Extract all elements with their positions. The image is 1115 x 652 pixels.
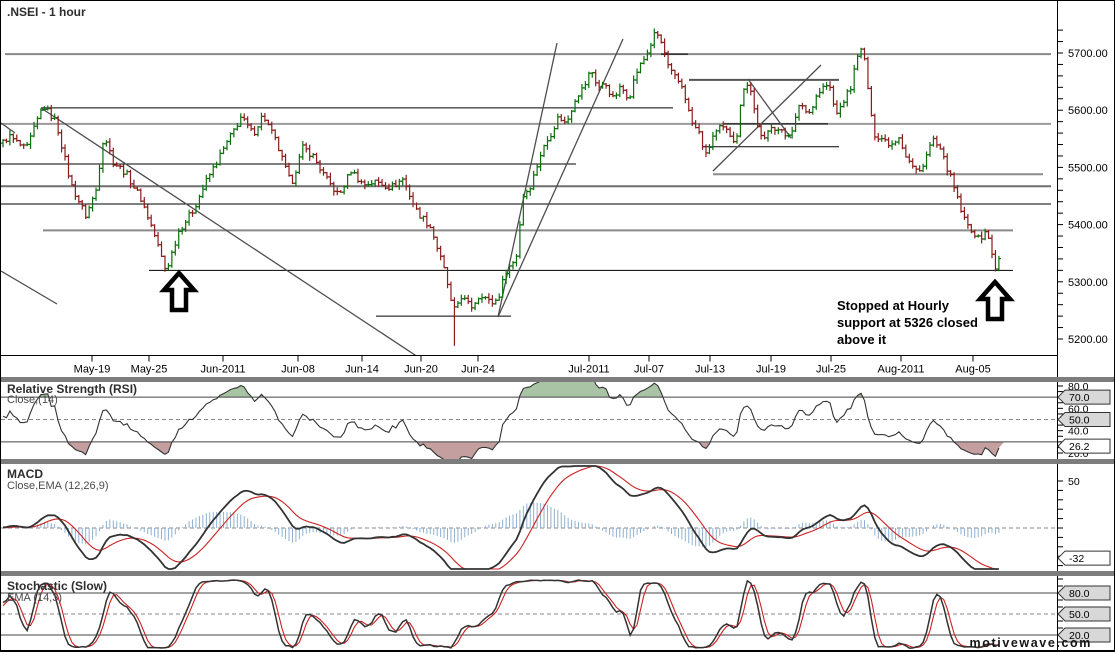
- price-axis-label: 5400.00: [1068, 220, 1108, 232]
- time-axis-label: Jun-14: [345, 364, 379, 376]
- price-axis-label: 5600.00: [1068, 105, 1108, 117]
- price-axis-label: 5200.00: [1068, 334, 1108, 346]
- time-axis-label: May-25: [131, 364, 168, 376]
- indicator-axis-label: 40.0: [1068, 426, 1089, 438]
- time-axis-label: Jul-25: [816, 364, 846, 376]
- time-axis-label: Jul-19: [756, 364, 786, 376]
- current-value-tag: -32: [1057, 550, 1111, 566]
- annotation-line: above it: [837, 332, 887, 347]
- stoch-chart-canvas[interactable]: [1, 576, 1057, 650]
- svg-text:50.0: 50.0: [1069, 415, 1090, 427]
- svg-text:20.0: 20.0: [1069, 630, 1090, 642]
- panel-separator[interactable]: [1, 377, 1114, 382]
- panel-separator[interactable]: [1, 459, 1114, 464]
- price-axis-label: 5300.00: [1068, 277, 1108, 289]
- svg-text:26.2: 26.2: [1069, 441, 1090, 453]
- bottom-border: [1, 650, 1114, 651]
- annotation-line: support at 5326 closed: [837, 315, 978, 330]
- macd-line: [2, 465, 999, 570]
- rsi-line: [2, 382, 1000, 459]
- stoch-panel-params: EMA (14,3): [7, 592, 63, 604]
- time-axis-label: Jun-08: [281, 364, 315, 376]
- current-value-tag: 26.2: [1057, 438, 1111, 454]
- time-axis-label: Jul-07: [634, 364, 664, 376]
- time-axis-label: Jun-24: [461, 364, 495, 376]
- support-resistance-levels: [1, 53, 1051, 317]
- stoch-k-line: [2, 579, 1000, 649]
- price-chart-canvas[interactable]: [1, 1, 1057, 356]
- macd-chart-canvas[interactable]: [1, 464, 1057, 571]
- time-axis-label: Jul-13: [695, 364, 725, 376]
- stoch-panel-title: Stochastic (Slow): [7, 579, 108, 593]
- trendlines: [1, 38, 822, 356]
- svg-text:-32: -32: [1069, 553, 1084, 565]
- up-arrow-icon: [159, 269, 199, 313]
- macd-histogram: [2, 502, 1000, 548]
- time-axis-label: Aug-2011: [878, 364, 925, 376]
- time-axis-label: Jul-2011: [568, 364, 609, 376]
- guide-value-tag: 80.0: [1057, 585, 1111, 601]
- rsi-chart-canvas[interactable]: [1, 382, 1057, 459]
- guide-value-tag: 20.0: [1057, 627, 1111, 643]
- price-axis[interactable]: 5700.00 5600.00 5500.00 5400.00 5300.00 5200.…: [1057, 1, 1115, 652]
- time-axis[interactable]: May-19 May-25 Jun-2011 Jun-08 Jun-14 Jun-20 Ju…: [1, 356, 1057, 377]
- rsi-panel-params: Close,(14): [7, 394, 58, 406]
- panel-separator[interactable]: [1, 571, 1114, 576]
- rsi-overbought-fill: [38, 382, 863, 398]
- chart-title: .NSEI - 1 hour: [7, 5, 86, 19]
- chart-annotation: Stopped at Hourly support at 5326 closed…: [837, 297, 997, 348]
- price-axis-label: 5700.00: [1068, 48, 1108, 60]
- indicator-axis-label: 50: [1068, 476, 1080, 488]
- macd-panel-title: MACD: [7, 467, 43, 481]
- time-axis-label: May-19: [74, 364, 111, 376]
- macd-signal-line: [2, 465, 999, 570]
- svg-text:70.0: 70.0: [1069, 392, 1090, 404]
- time-axis-label: Jun-2011: [200, 364, 245, 376]
- price-axis-label: 5500.00: [1068, 162, 1108, 174]
- guide-value-tag: 50.0: [1057, 412, 1111, 428]
- time-axis-label: Aug-05: [955, 364, 990, 376]
- ohlc-bars: [1, 28, 1002, 346]
- svg-text:50.0: 50.0: [1069, 609, 1090, 621]
- time-axis-label: Jun-20: [404, 364, 438, 376]
- watermark: motivewave.com: [969, 636, 1092, 650]
- up-arrow-icon: [975, 278, 1015, 322]
- annotation-line: Stopped at Hourly: [837, 298, 949, 313]
- rsi-panel-title: Relative Strength (RSI): [7, 382, 138, 396]
- rsi-oversold-fill: [67, 441, 1005, 459]
- macd-panel-params: Close,EMA (12,26,9): [7, 480, 109, 492]
- guide-value-tag: 50.0: [1057, 606, 1111, 622]
- svg-text:80.0: 80.0: [1069, 588, 1090, 600]
- guide-value-tag: 70.0: [1057, 389, 1111, 405]
